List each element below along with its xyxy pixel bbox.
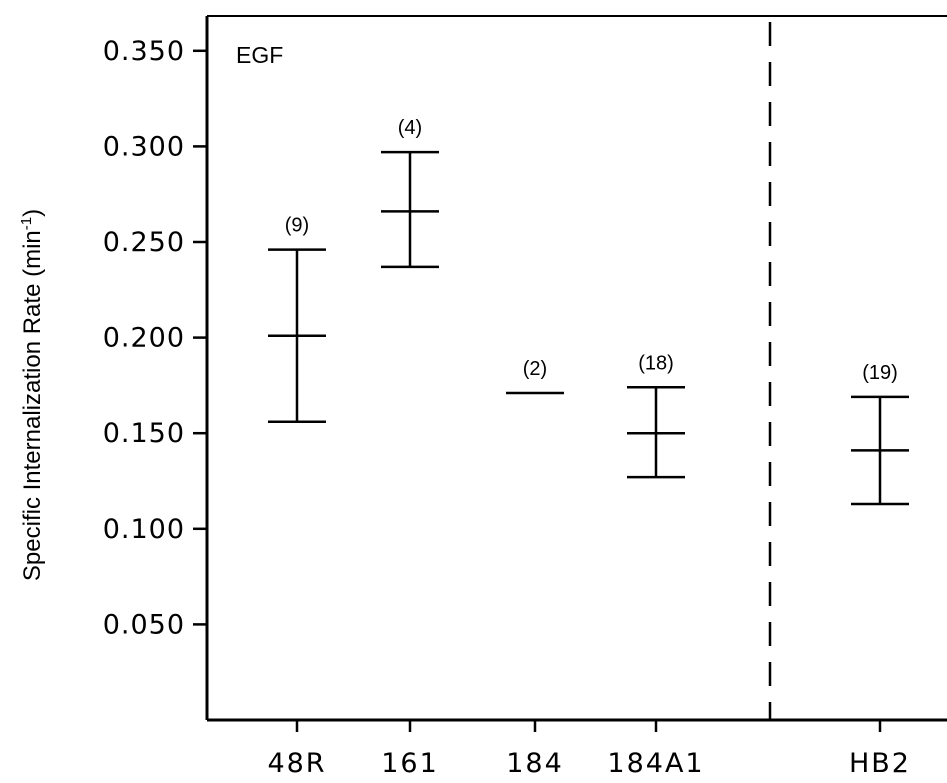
error-bar <box>268 248 326 423</box>
sample-size-label: (19) <box>862 362 898 384</box>
labels: 48R 161 184 184A1 HB2 (9) (4) (2) (18) (19) <box>267 117 911 779</box>
y-tick-label: 0.150 <box>103 418 185 449</box>
y-tick-label: 0.300 <box>103 131 185 162</box>
error-bar <box>381 150 439 269</box>
y-axis-title-main: Specific Internalization Rate (min <box>19 230 46 581</box>
sample-size-label: (4) <box>398 117 422 139</box>
error-bar <box>851 395 909 506</box>
y-axis-title-sup: -1 <box>18 217 35 230</box>
panel-label: EGF <box>236 42 283 68</box>
y-tick-label: 0.350 <box>103 36 185 67</box>
sample-size-label: (2) <box>523 358 547 380</box>
axes <box>205 15 947 722</box>
y-axis-title: Specific Internalization Rate (min-1) <box>18 209 46 581</box>
y-tick-label: 0.250 <box>103 227 185 258</box>
error-bar <box>627 386 685 479</box>
y-tick-label: 0.200 <box>103 323 185 354</box>
y-axis-title-close: ) <box>19 209 46 217</box>
x-tick-label: 161 <box>381 748 439 779</box>
x-tick-label: 184A1 <box>607 748 704 779</box>
y-tick-label: 0.050 <box>103 609 185 640</box>
sample-size-label: (9) <box>285 215 309 237</box>
x-tick-label: HB2 <box>849 748 911 779</box>
x-tick-label: 184 <box>506 748 564 779</box>
sample-size-label: (18) <box>638 352 674 374</box>
x-tick-label: 48R <box>267 748 326 779</box>
y-tick-label: 0.100 <box>103 514 185 545</box>
error-bars <box>268 150 909 506</box>
y-axis-ticks: 0.350 0.300 0.250 0.200 0.150 0.100 0.050 <box>103 36 882 732</box>
